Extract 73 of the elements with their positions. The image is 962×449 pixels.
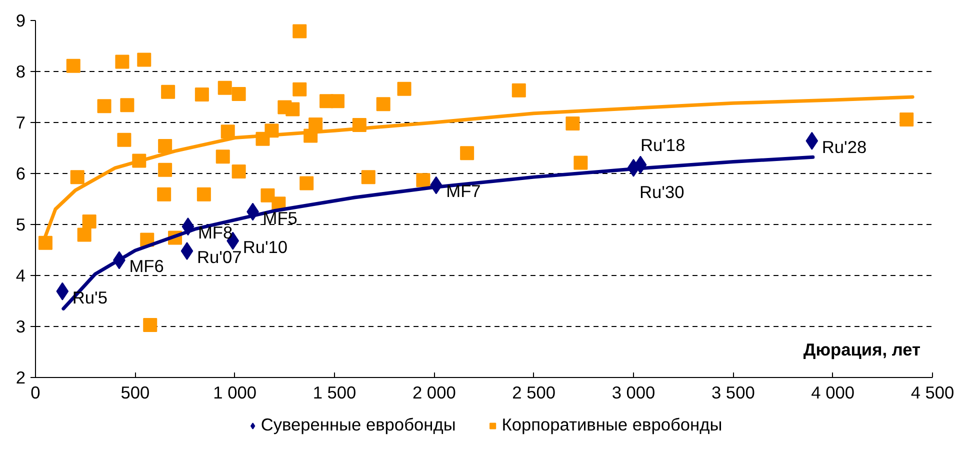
x-tick-label: 4 500 <box>910 382 954 402</box>
x-tick-label: 0 <box>30 382 40 402</box>
x-tick-label: 500 <box>120 382 150 402</box>
y-tick-label: 9 <box>16 10 26 30</box>
point <box>460 146 474 160</box>
point <box>566 116 580 131</box>
y-tick-label: 3 <box>16 316 26 336</box>
y-tick-label: 6 <box>16 164 26 184</box>
x-tick-label: 3 000 <box>612 382 656 402</box>
point <box>194 87 209 102</box>
x-tick-label: 1 000 <box>213 382 257 402</box>
point <box>82 214 96 228</box>
annotation: Ru'07 <box>196 247 242 268</box>
annotation: Ru'18 <box>640 134 686 155</box>
x-tick-label: 4 000 <box>811 382 855 402</box>
x-tick-label: 1 500 <box>312 382 356 402</box>
point <box>97 99 112 114</box>
y-tick-label: 2 <box>16 368 26 388</box>
point <box>196 187 211 202</box>
point <box>286 102 300 116</box>
point <box>137 52 152 67</box>
point <box>416 173 430 188</box>
annotation: MF5 <box>262 208 298 228</box>
point <box>120 98 134 112</box>
legend-label: Корпоративные евробонды <box>502 414 722 436</box>
point <box>292 24 307 38</box>
point <box>180 242 194 260</box>
y-tick-label: 4 <box>16 266 26 286</box>
line-series <box>62 155 815 310</box>
point <box>300 176 314 190</box>
point <box>161 84 176 99</box>
x-tick-label: 3 500 <box>711 382 755 402</box>
point <box>115 54 130 69</box>
point <box>117 132 132 147</box>
point <box>512 83 526 98</box>
point <box>232 86 246 101</box>
x-tick-label: 2 500 <box>512 382 556 402</box>
point <box>218 80 232 95</box>
point <box>232 164 246 178</box>
x-axis-title: Дюрация, лет <box>803 340 921 360</box>
point <box>70 170 84 184</box>
annotation: Ru'5 <box>72 287 108 308</box>
point <box>216 150 230 164</box>
point <box>308 118 323 132</box>
point <box>158 138 172 153</box>
annotation: MF7 <box>446 181 481 202</box>
point <box>66 58 80 73</box>
point <box>158 162 172 177</box>
y-tick-label: 7 <box>16 112 26 132</box>
y-tick-label: 8 <box>16 62 26 82</box>
point <box>38 236 52 250</box>
annotation: MF6 <box>129 256 164 276</box>
annotation: Ru'30 <box>640 182 684 202</box>
point <box>292 82 307 96</box>
point <box>143 318 158 332</box>
point <box>397 82 412 96</box>
y-tick-label: 5 <box>16 214 26 234</box>
point <box>806 132 818 150</box>
point <box>376 97 390 112</box>
point <box>77 228 92 242</box>
point <box>260 188 275 202</box>
point <box>330 94 344 108</box>
annotation: MF8 <box>198 222 233 243</box>
x-tick-label: 2 000 <box>412 382 456 402</box>
point <box>220 124 235 139</box>
point <box>56 282 69 300</box>
legend-label: Суверенные евробонды <box>260 414 456 436</box>
point <box>157 187 172 202</box>
annotation: Ru'28 <box>822 136 867 157</box>
annotation: Ru'10 <box>242 236 288 257</box>
point <box>574 156 588 170</box>
point <box>900 112 914 126</box>
point <box>361 170 376 184</box>
